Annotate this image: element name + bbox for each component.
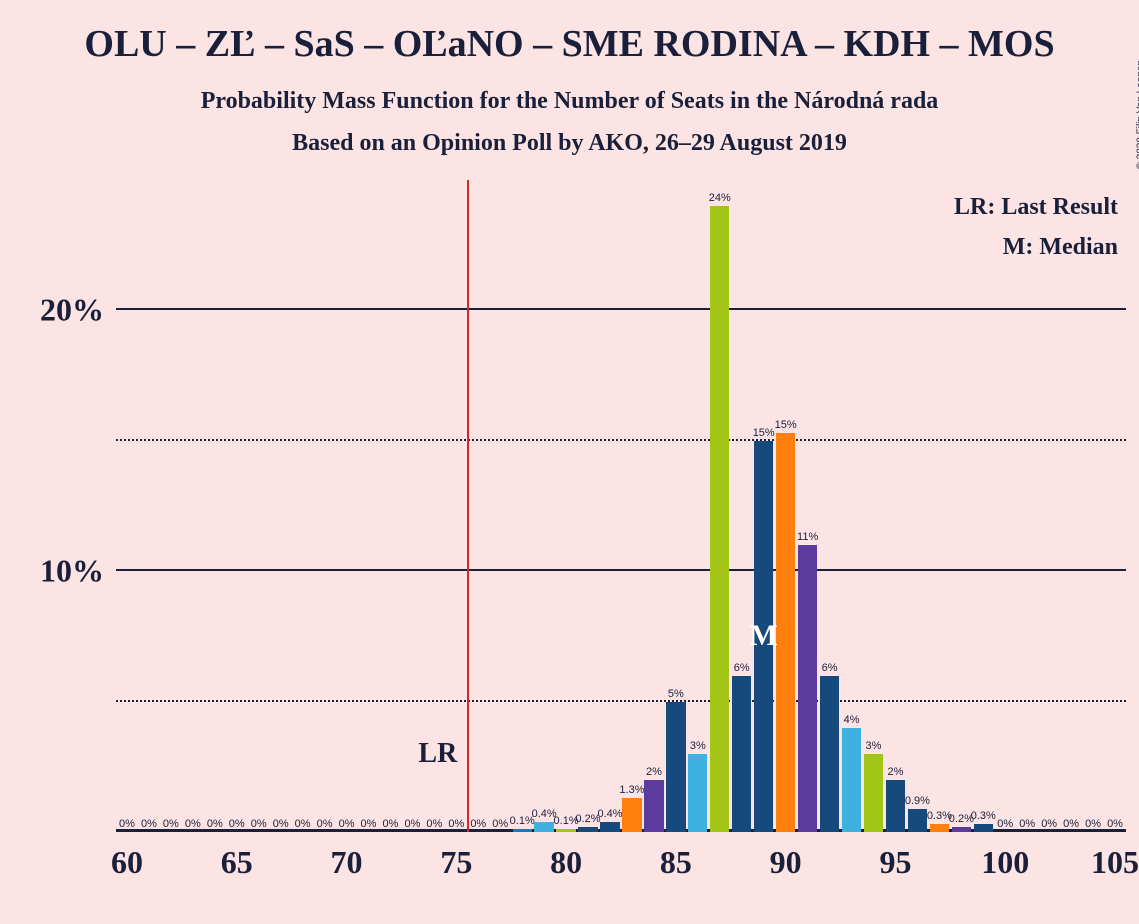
bar: 5% bbox=[666, 702, 685, 832]
bar-value-label: 0% bbox=[163, 818, 179, 832]
bar: 2% bbox=[644, 780, 663, 832]
chart-title: OLU – ZĽ – SaS – OĽaNO – SME RODINA – KD… bbox=[0, 22, 1139, 66]
copyright-text: © 2020 Filip Van Laenen bbox=[1135, 60, 1139, 169]
bar-value-label: 11% bbox=[797, 531, 818, 545]
bar-value-label: 3% bbox=[866, 740, 882, 754]
bar: 4% bbox=[842, 728, 861, 832]
bar: 0.2% bbox=[578, 827, 597, 832]
bar-value-label: 0% bbox=[229, 818, 245, 832]
bar: 2% bbox=[886, 780, 905, 832]
bar: 0.4% bbox=[534, 822, 553, 832]
x-axis-tick-label: 95 bbox=[879, 832, 911, 881]
chart-plot-area: 20%10%6065707580859095100105LR0%0%0%0%0%… bbox=[116, 180, 1126, 832]
bar-value-label: 0% bbox=[492, 818, 508, 832]
bar: 3% bbox=[864, 754, 883, 832]
bar-value-label: 4% bbox=[844, 714, 860, 728]
bar-value-label: 6% bbox=[822, 662, 838, 676]
chart-subtitle-2: Based on an Opinion Poll by AKO, 26–29 A… bbox=[0, 130, 1139, 157]
bar-value-label: 5% bbox=[668, 688, 684, 702]
gridline bbox=[116, 569, 1126, 571]
bar-value-label: 0.9% bbox=[905, 795, 930, 809]
x-axis-tick-label: 105 bbox=[1091, 832, 1139, 881]
y-axis-tick-label: 10% bbox=[40, 553, 116, 590]
bar: 1.3% bbox=[622, 798, 641, 832]
x-axis-tick-label: 100 bbox=[981, 832, 1029, 881]
bar-value-label: 0% bbox=[997, 818, 1013, 832]
bar-value-label: 2% bbox=[887, 766, 903, 780]
bar: 0.2% bbox=[952, 827, 971, 832]
bar-value-label: 0% bbox=[273, 818, 289, 832]
bar: 0.1% bbox=[513, 829, 532, 832]
bar-value-label: 0% bbox=[119, 818, 135, 832]
bar-value-label: 0% bbox=[1041, 818, 1057, 832]
bar-value-label: 0.3% bbox=[971, 810, 996, 824]
gridline bbox=[116, 439, 1126, 441]
bar: 3% bbox=[688, 754, 707, 832]
bar-value-label: 0% bbox=[1019, 818, 1035, 832]
bar-value-label: 0.4% bbox=[597, 808, 622, 822]
bar: 11% bbox=[798, 545, 817, 832]
bar-value-label: 0% bbox=[470, 818, 486, 832]
gridline bbox=[116, 700, 1126, 702]
bar-value-label: 0% bbox=[448, 818, 464, 832]
x-axis-tick-label: 75 bbox=[440, 832, 472, 881]
bar-value-label: 0% bbox=[1107, 818, 1123, 832]
bar-value-label: 0% bbox=[141, 818, 157, 832]
bar-value-label: 0% bbox=[339, 818, 355, 832]
bar: 0.3% bbox=[974, 824, 993, 832]
bar-value-label: 0% bbox=[251, 818, 267, 832]
bar-value-label: 15% bbox=[775, 419, 797, 433]
bar: 15% bbox=[776, 433, 795, 832]
bar-value-label: 0% bbox=[1085, 818, 1101, 832]
bar-value-label: 0% bbox=[361, 818, 377, 832]
gridline bbox=[116, 308, 1126, 310]
bar-value-label: 1.3% bbox=[619, 784, 644, 798]
bar: 6% bbox=[820, 676, 839, 832]
bar-value-label: 0% bbox=[1063, 818, 1079, 832]
bar: 0.3% bbox=[930, 824, 949, 832]
x-axis-tick-label: 90 bbox=[770, 832, 802, 881]
bar: 0.4% bbox=[600, 822, 619, 832]
bar-value-label: 0% bbox=[207, 818, 223, 832]
bar: 0.9% bbox=[908, 809, 927, 832]
x-axis-tick-label: 85 bbox=[660, 832, 692, 881]
bar-value-label: 6% bbox=[734, 662, 750, 676]
last-result-line bbox=[467, 180, 469, 832]
bar-value-label: 0% bbox=[382, 818, 398, 832]
x-axis-tick-label: 80 bbox=[550, 832, 582, 881]
bar-value-label: 2% bbox=[646, 766, 662, 780]
x-axis-tick-label: 70 bbox=[331, 832, 363, 881]
bar-value-label: 0% bbox=[295, 818, 311, 832]
chart-subtitle-1: Probability Mass Function for the Number… bbox=[0, 88, 1139, 115]
bar-value-label: 3% bbox=[690, 740, 706, 754]
bar-value-label: 15% bbox=[753, 427, 775, 441]
bar: 24% bbox=[710, 206, 729, 832]
x-axis-tick-label: 65 bbox=[221, 832, 253, 881]
x-axis-tick-label: 60 bbox=[111, 832, 143, 881]
bar-value-label: 0% bbox=[426, 818, 442, 832]
y-axis-tick-label: 20% bbox=[40, 292, 116, 329]
bar: 0.1% bbox=[556, 829, 575, 832]
median-marker: M bbox=[750, 619, 778, 653]
bar: 6% bbox=[732, 676, 751, 832]
bar-value-label: 0% bbox=[185, 818, 201, 832]
last-result-label: LR bbox=[418, 738, 457, 770]
bar-value-label: 0% bbox=[404, 818, 420, 832]
bar-value-label: 24% bbox=[709, 192, 731, 206]
bar-value-label: 0% bbox=[317, 818, 333, 832]
